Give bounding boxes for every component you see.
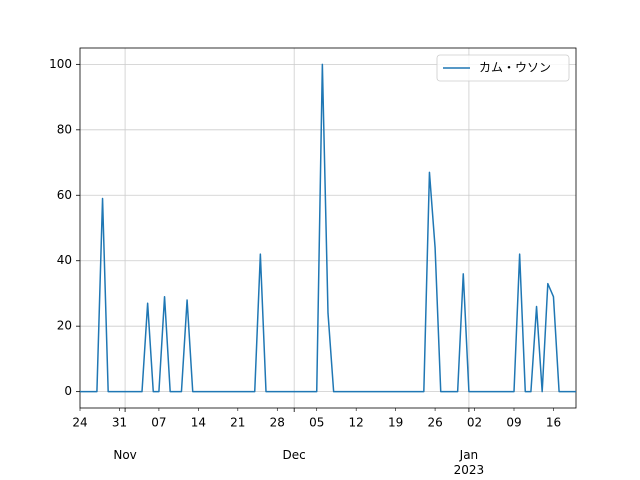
y-tick-label: 60 <box>57 188 72 202</box>
x-tick-label: 21 <box>230 416 245 430</box>
y-tick-label: 100 <box>49 57 72 71</box>
legend-box <box>436 54 570 82</box>
x-tick-label: 12 <box>349 416 364 430</box>
x-major-label: Dec <box>282 448 306 462</box>
x-major-label: Jan 2023 <box>453 448 485 477</box>
y-tick-label: 80 <box>57 122 72 136</box>
y-tick-label: 0 <box>64 384 72 398</box>
x-tick-label: 14 <box>191 416 206 430</box>
line <box>80 63 576 393</box>
x-tick-label: 31 <box>112 416 127 430</box>
x-tick-label: 26 <box>427 416 442 430</box>
x-tick-label: 19 <box>388 416 403 430</box>
x-tick-label: 28 <box>270 416 285 430</box>
x-tick-label: 02 <box>467 416 482 430</box>
x-tick-label: 09 <box>506 416 521 430</box>
x-tick-label: 05 <box>309 416 324 430</box>
x-tick-label: 24 <box>72 416 87 430</box>
x-major-label: Nov <box>113 448 137 462</box>
y-tick-label: 20 <box>57 319 72 333</box>
y-tick-label: 40 <box>57 253 72 267</box>
plot-frame <box>79 47 577 409</box>
x-tick-label: 07 <box>151 416 166 430</box>
legend-label: カム・ウソン <box>479 61 551 75</box>
x-tick-label: 16 <box>546 416 561 430</box>
